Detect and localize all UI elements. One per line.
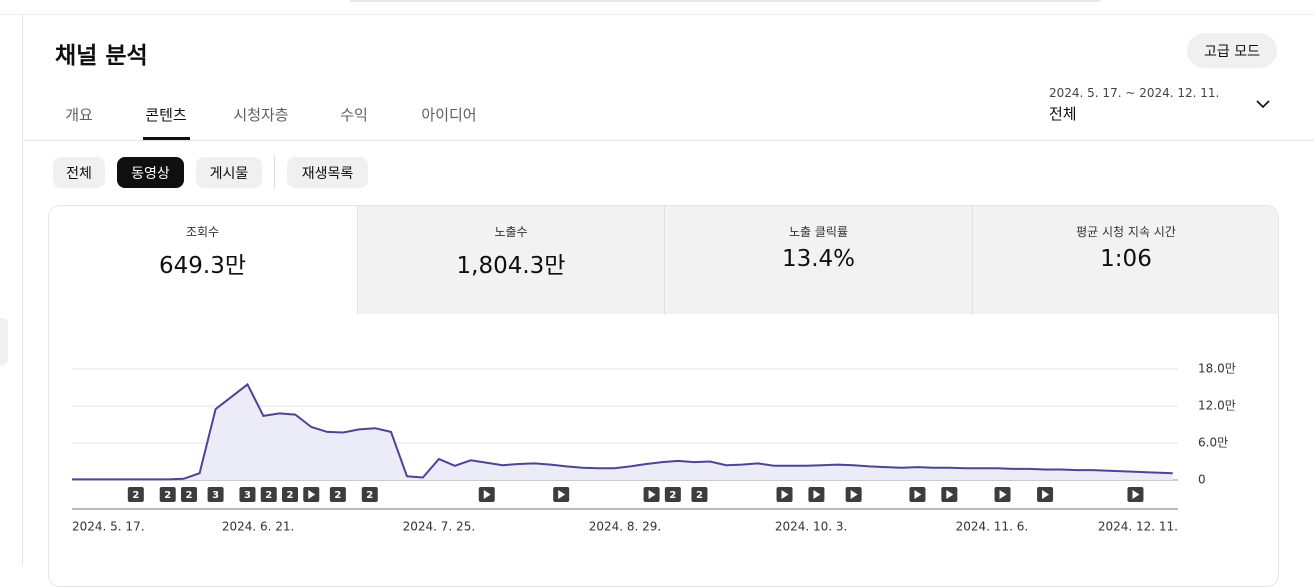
event-marker [664, 487, 681, 502]
metric-label: 조회수 [185, 225, 220, 239]
event-count: 2 [164, 490, 171, 501]
metric-value: 1:06 [1100, 246, 1152, 272]
metric-value: 13.4% [781, 246, 856, 272]
event-count: 2 [696, 490, 703, 501]
y-tick-label: 12.0만 [1198, 399, 1236, 413]
play-icon [850, 490, 858, 499]
filter-chip[interactable]: 전체 [53, 157, 105, 188]
divider [22, 140, 1314, 141]
event-marker [260, 487, 277, 502]
event-marker [159, 487, 176, 502]
advanced-mode-button[interactable]: 고급 모드 [1187, 33, 1277, 68]
metric-tile[interactable]: 노출수 1,804.3만 [356, 206, 665, 314]
metric-label: 노출수 [494, 225, 528, 239]
play-icon [914, 490, 922, 499]
y-tick-label: 0 [1198, 473, 1206, 487]
sidebar-item [0, 318, 8, 365]
area [72, 384, 1173, 480]
tab[interactable]: 아이디어 [421, 106, 477, 124]
event-marker [239, 487, 256, 502]
metric-tile[interactable]: 노출 클릭률 13.4% [664, 206, 972, 314]
event-marker [691, 487, 708, 502]
play-icon [781, 490, 789, 499]
event-marker [207, 487, 224, 502]
event-count: 3 [244, 490, 251, 501]
event-count: 2 [366, 490, 373, 501]
x-tick-label: 2024. 11. 6. [956, 520, 1029, 534]
line [72, 382, 1173, 481]
event-count: 2 [185, 490, 192, 501]
metric-label: 평균 시청 지속 시간 [1076, 225, 1176, 239]
chip-divider [274, 155, 275, 189]
play-icon [558, 490, 566, 499]
y-tick-label: 6.0만 [1198, 436, 1228, 450]
x-tick-label: 2024. 10. 3. [775, 520, 848, 534]
filter-chip[interactable]: 재생목록 [287, 157, 368, 188]
event-count: 2 [287, 490, 294, 501]
event-marker [282, 487, 299, 502]
tab[interactable]: 수익 [340, 106, 368, 124]
play-icon [999, 490, 1007, 499]
metric-value: 1,804.3만 [456, 253, 566, 279]
chart: 0 6.0만 12.0만 18.0만 2 2 2 3 3 2 2 2 2 2 2 2024. 5. 17. 20… [72, 362, 1236, 534]
play-icon [1042, 490, 1050, 499]
event-count: 2 [132, 490, 139, 501]
date-period[interactable]: 전체 [1049, 105, 1077, 123]
event-marker [361, 487, 378, 502]
x-tick-label: 2024. 5. 17. [72, 520, 145, 534]
metric-value: 649.3만 [158, 253, 246, 279]
tab[interactable]: 시청자층 [233, 106, 289, 124]
sidebar-border [22, 14, 23, 566]
dropdown-chevron[interactable] [1255, 98, 1271, 112]
metric-tile[interactable]: 평균 시청 지속 시간 1:06 [971, 206, 1278, 314]
filter-chip[interactable]: 게시물 [196, 157, 262, 188]
event-count: 3 [212, 490, 219, 501]
play-icon [1132, 490, 1140, 499]
x-tick-label: 2024. 12. 11. [1098, 520, 1178, 534]
page-title: 채널 분석 [55, 43, 148, 69]
x-tick-label: 2024. 7. 25. [403, 520, 476, 534]
tab[interactable]: 콘텐츠 [145, 106, 187, 124]
search-bar-edge [350, 0, 1100, 2]
top-bar-border [0, 14, 1314, 15]
event-count: 2 [334, 490, 341, 501]
play-icon [308, 490, 316, 499]
play-icon [648, 490, 656, 499]
x-tick-label: 2024. 8. 29. [589, 520, 662, 534]
event-marker [180, 487, 197, 502]
metric-tile[interactable]: 조회수 649.3만 [49, 206, 356, 314]
play-icon [483, 490, 491, 499]
event-count: 2 [265, 490, 272, 501]
x-tick-label: 2024. 6. 21. [222, 520, 295, 534]
tab-underline [143, 137, 190, 140]
y-tick-label: 18.0만 [1198, 362, 1236, 376]
analytics-card: 조회수 649.3만 노출수 1,804.3만 노출 클릭률 13.4% 평균 시청 지속 … [48, 205, 1279, 587]
play-icon [946, 490, 954, 499]
filter-chip[interactable]: 동영상 [117, 157, 184, 188]
date-range: 2024. 5. 17. ~ 2024. 12. 11. [1049, 86, 1220, 100]
metric-label: 노출 클릭률 [788, 225, 848, 239]
event-marker [329, 487, 346, 502]
event-marker [127, 487, 144, 502]
tab[interactable]: 개요 [65, 106, 93, 124]
play-icon [813, 490, 821, 499]
event-count: 2 [669, 490, 676, 501]
